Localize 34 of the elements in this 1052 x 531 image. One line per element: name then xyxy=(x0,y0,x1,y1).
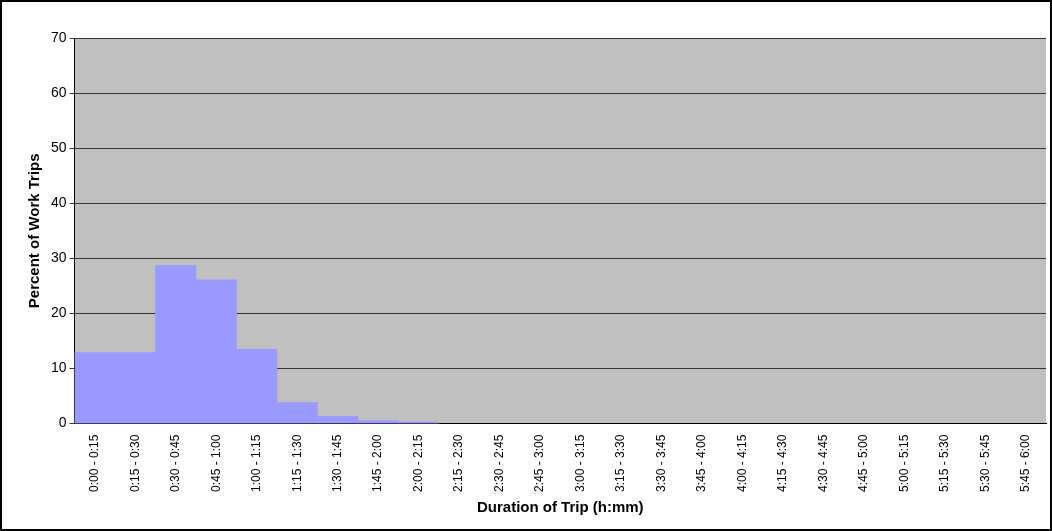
y-axis-title: Percent of Work Trips xyxy=(25,153,43,309)
x-tick-label: 5:30 - 5:45 xyxy=(977,434,992,492)
x-tick-label: 4:15 - 4:30 xyxy=(775,434,790,492)
x-tick-label: 0:45 - 1:00 xyxy=(208,434,223,492)
x-tick-label: 3:15 - 3:30 xyxy=(613,434,628,492)
y-tick-label: 20 xyxy=(50,304,67,321)
x-axis-title: Duration of Trip (h:mm) xyxy=(476,498,644,516)
x-tick-label: 4:45 - 5:00 xyxy=(856,434,871,492)
x-tick-label: 0:15 - 0:30 xyxy=(127,434,142,492)
x-tick-label: 4:30 - 4:45 xyxy=(815,434,830,492)
x-tick-label: 1:45 - 2:00 xyxy=(370,434,385,492)
x-tick-label: 0:30 - 0:45 xyxy=(168,434,183,492)
y-tick-label: 40 xyxy=(50,194,67,211)
y-tick-label: 50 xyxy=(50,139,67,156)
x-tick-label: 2:45 - 3:00 xyxy=(532,434,547,492)
y-tick-label: 30 xyxy=(50,249,67,266)
x-tick-label: 5:00 - 5:15 xyxy=(896,434,911,492)
y-tick-label: 10 xyxy=(50,359,67,376)
x-tick-label: 5:15 - 5:30 xyxy=(937,434,952,492)
y-tick-label: 60 xyxy=(50,83,67,100)
x-tick-label: 5:45 - 6:00 xyxy=(1018,434,1033,492)
y-tick-label: 70 xyxy=(50,28,67,45)
x-tick-label: 2:30 - 2:45 xyxy=(491,434,506,492)
x-tick-label: 2:00 - 2:15 xyxy=(410,434,425,492)
y-tick-label: 0 xyxy=(58,414,67,431)
x-tick-label: 0:00 - 0:15 xyxy=(87,434,102,492)
x-tick-label: 1:30 - 1:45 xyxy=(329,434,344,492)
x-tick-label: 3:30 - 3:45 xyxy=(653,434,668,492)
x-tick-label: 1:00 - 1:15 xyxy=(249,434,264,492)
x-tick-label: 3:45 - 4:00 xyxy=(694,434,709,492)
x-tick-label: 4:00 - 4:15 xyxy=(734,434,749,492)
x-tick-label: 1:15 - 1:30 xyxy=(289,434,304,492)
x-tick-label: 2:15 - 2:30 xyxy=(451,434,466,492)
x-tick-label: 3:00 - 3:15 xyxy=(572,434,587,492)
